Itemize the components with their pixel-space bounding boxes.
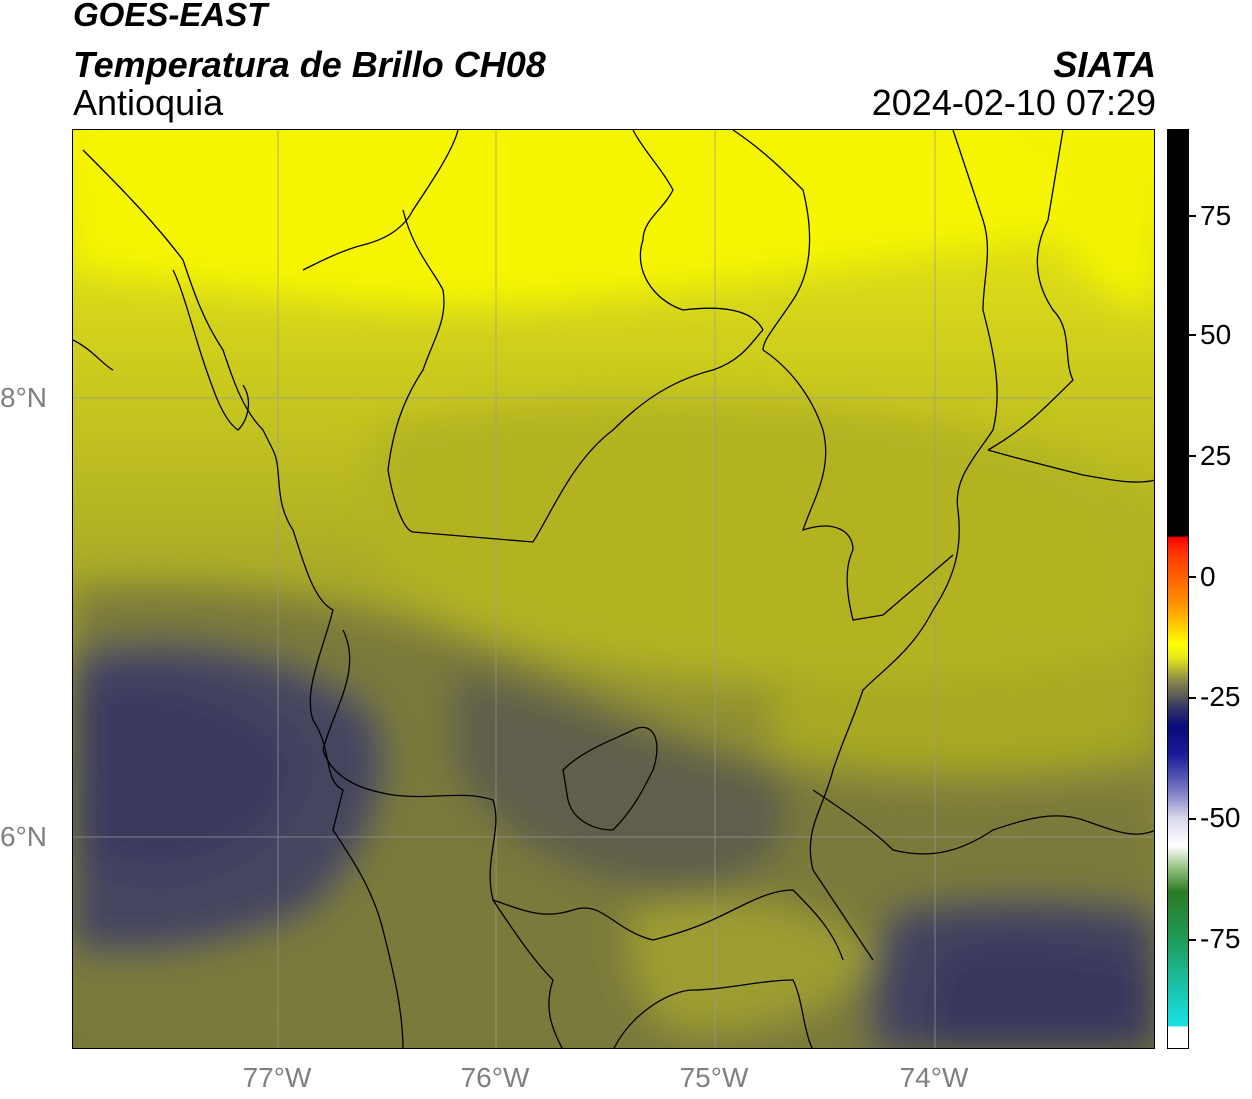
coldest-region-southeast <box>929 946 1154 1048</box>
border-boyaca <box>812 789 1154 855</box>
coldest-region-southwest <box>73 682 295 870</box>
colorbar-tick-minus-75 <box>1188 939 1196 941</box>
region-label: Antioquia <box>73 82 224 123</box>
organization-label: SIATA <box>1053 44 1156 85</box>
border-bolivar <box>732 130 811 351</box>
warm-band-north <box>73 130 1154 306</box>
warm-streak-east <box>773 650 1154 769</box>
border-enclave <box>562 726 658 831</box>
coastline-uraba <box>172 269 250 431</box>
colorbar-tick-0 <box>1188 576 1196 578</box>
timestamp-label: 2024-02-10 07:29 <box>871 82 1156 123</box>
coastline-pacific <box>82 149 404 1048</box>
lon-label-74w: 74°W <box>899 1062 969 1093</box>
colorbar-label-minus-25: -25 <box>1200 681 1241 712</box>
boundaries <box>73 130 1154 1048</box>
coastline-islands <box>73 339 114 371</box>
border-north <box>632 130 764 331</box>
border-caldas <box>613 979 813 1048</box>
border-south <box>492 889 844 961</box>
product-title: Temperatura de Brillo CH08 <box>73 44 546 85</box>
colorbar-tick-75 <box>1188 215 1196 217</box>
coastline-caribbean <box>302 130 459 271</box>
gridlines <box>73 130 1154 1048</box>
satellite-title: GOES-EAST <box>73 0 268 33</box>
colorbar-label-minus-50: -50 <box>1200 802 1241 833</box>
colorbar-tick-50 <box>1188 334 1196 336</box>
lon-label-76w: 76°W <box>460 1062 530 1093</box>
border-choco <box>322 629 563 1048</box>
warm-region-central <box>373 403 1154 684</box>
border-magdalena <box>809 130 998 961</box>
lon-label-77w: 77°W <box>242 1062 312 1093</box>
lon-label-75w: 75°W <box>679 1062 749 1093</box>
lat-label-6n: 6°N <box>0 821 47 852</box>
colorbar-tick-minus-50 <box>1188 818 1196 820</box>
colorbar-tick-minus-25 <box>1188 697 1196 699</box>
colorbar-label-minus-75: -75 <box>1200 923 1241 954</box>
border-cordoba <box>387 209 764 543</box>
map-panel <box>72 129 1155 1049</box>
border-santander <box>987 130 1074 451</box>
cold-region-center-south <box>453 670 789 890</box>
colorbar-label-0: 0 <box>1200 561 1216 592</box>
colorbar <box>1167 129 1189 1049</box>
lat-label-8n: 8°N <box>0 382 47 413</box>
brightness-temperature-map <box>73 130 1154 1048</box>
colorbar-label-25: 25 <box>1200 440 1232 471</box>
border-santander-east <box>987 449 1154 483</box>
border-east <box>762 349 954 621</box>
temperature-field <box>73 130 1154 1048</box>
warm-patch-south <box>629 900 873 1032</box>
colorbar-label-50: 50 <box>1200 319 1232 350</box>
colorbar-tick-25 <box>1188 455 1196 457</box>
colorbar-label-75: 75 <box>1200 200 1232 231</box>
